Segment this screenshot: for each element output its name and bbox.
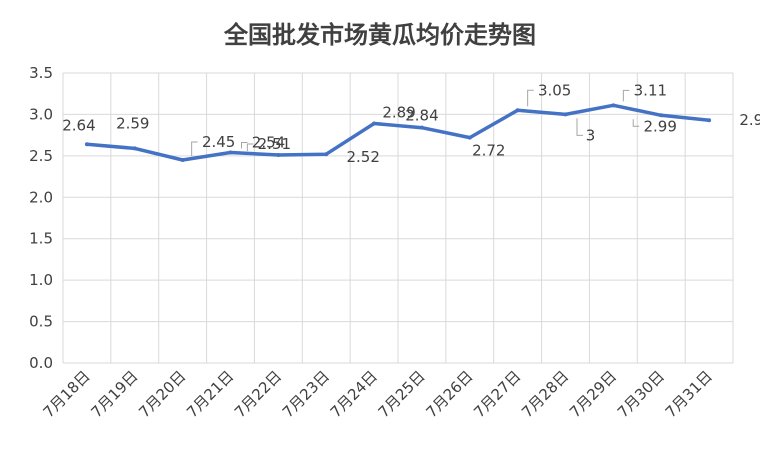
y-tick-label: 1.5 bbox=[29, 230, 53, 248]
series-line bbox=[85, 103, 711, 162]
leader-line bbox=[191, 141, 198, 156]
data-label: 2.72 bbox=[472, 142, 505, 160]
data-point bbox=[563, 112, 568, 117]
data-label: 3 bbox=[586, 126, 596, 144]
x-axis-ticks: 7月18日7月19日7月20日7月21日7月22日7月23日7月24日7月25日… bbox=[40, 367, 716, 421]
data-point bbox=[467, 135, 472, 140]
leader-line bbox=[246, 143, 254, 152]
y-tick-label: 0.5 bbox=[29, 313, 53, 331]
leader-line bbox=[527, 89, 534, 107]
data-point bbox=[132, 146, 137, 151]
data-label: 3.05 bbox=[538, 81, 571, 99]
y-tick-label: 3.5 bbox=[29, 64, 53, 82]
data-label: 2.99 bbox=[644, 117, 677, 135]
x-tick-label: 7月19日 bbox=[87, 367, 141, 421]
x-tick-label: 7月31日 bbox=[662, 367, 716, 421]
data-point bbox=[324, 152, 329, 157]
leader-lines bbox=[191, 89, 640, 156]
y-tick-label: 1.0 bbox=[29, 271, 53, 289]
data-point bbox=[84, 142, 89, 147]
data-label: 2.93 bbox=[739, 111, 760, 129]
x-tick-label: 7月26日 bbox=[422, 367, 476, 421]
leader-line bbox=[241, 142, 248, 149]
data-label: 2.59 bbox=[116, 114, 149, 132]
data-point bbox=[515, 108, 520, 113]
x-tick-label: 7月21日 bbox=[183, 367, 237, 421]
data-point bbox=[372, 121, 377, 126]
x-tick-label: 7月27日 bbox=[470, 367, 524, 421]
data-label: 2.45 bbox=[202, 133, 235, 151]
data-point bbox=[180, 158, 185, 162]
x-tick-label: 7月28日 bbox=[518, 367, 572, 421]
x-tick-label: 7月25日 bbox=[375, 367, 429, 421]
x-tick-label: 7月20日 bbox=[135, 367, 189, 421]
data-label: 2.64 bbox=[62, 116, 95, 134]
x-tick-label: 7月29日 bbox=[566, 367, 620, 421]
data-point bbox=[228, 150, 233, 155]
chart-title: 全国批发市场黄瓜均价走势图 bbox=[223, 21, 536, 49]
data-label: 2.54 bbox=[252, 134, 285, 152]
data-point bbox=[659, 113, 664, 118]
data-point bbox=[611, 103, 616, 108]
data-label: 2.51 bbox=[258, 135, 291, 153]
data-point bbox=[419, 125, 424, 130]
data-point bbox=[707, 118, 712, 123]
y-axis-ticks: 0.0 0.5 1.0 1.5 2.0 2.5 3.0 3.5 bbox=[29, 64, 53, 372]
x-tick-label: 7月18日 bbox=[40, 367, 94, 421]
leader-line bbox=[576, 118, 583, 136]
data-label: 3.11 bbox=[634, 81, 667, 99]
leader-line bbox=[632, 119, 640, 127]
series-layer bbox=[84, 103, 712, 162]
y-tick-label: 0.0 bbox=[29, 354, 53, 372]
data-label: 2.84 bbox=[405, 107, 438, 125]
data-labels: 2.64 2.59 2.45 2.542.51 2.52 2.892.84 2.72 3.05… bbox=[62, 81, 760, 166]
gridlines bbox=[62, 72, 734, 364]
leader-line bbox=[622, 89, 630, 102]
data-label: 2.89 bbox=[382, 104, 415, 122]
y-tick-label: 2.0 bbox=[29, 188, 53, 206]
y-tick-label: 3.0 bbox=[29, 105, 53, 123]
x-tick-label: 7月24日 bbox=[327, 367, 381, 421]
data-label: 2.52 bbox=[347, 148, 380, 166]
data-point bbox=[276, 153, 281, 158]
y-tick-label: 2.5 bbox=[29, 147, 53, 165]
x-tick-label: 7月30日 bbox=[614, 367, 668, 421]
x-tick-label: 7月23日 bbox=[279, 367, 333, 421]
x-tick-label: 7月22日 bbox=[231, 367, 285, 421]
